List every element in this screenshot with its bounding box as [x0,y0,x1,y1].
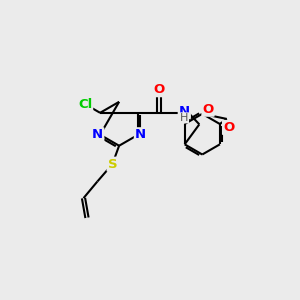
Text: Cl: Cl [78,98,92,111]
Text: H: H [180,113,188,123]
Text: O: O [202,103,214,116]
Text: N: N [92,128,103,141]
Text: N: N [179,105,190,118]
Text: O: O [153,83,164,96]
Text: O: O [223,121,234,134]
Text: N: N [135,128,146,141]
Text: S: S [108,158,117,171]
